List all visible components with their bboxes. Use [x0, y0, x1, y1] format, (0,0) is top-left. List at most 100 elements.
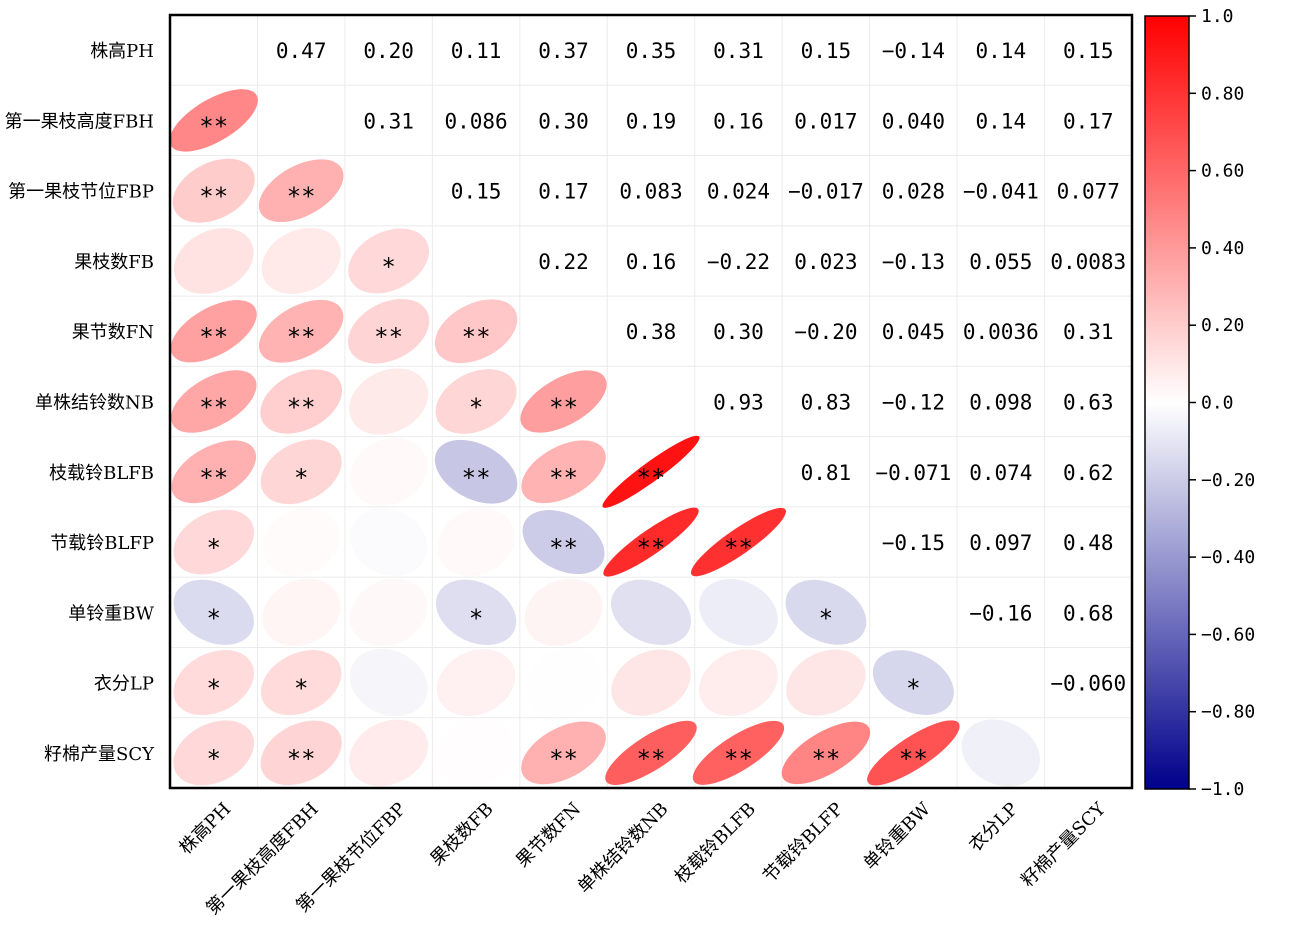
- corr-ellipse: [699, 579, 778, 646]
- corr-value: 0.47: [276, 39, 327, 63]
- significance-mark: *: [381, 253, 395, 281]
- corr-ellipse: [173, 509, 255, 575]
- significance-mark: *: [469, 604, 483, 632]
- corr-ellipse: [260, 439, 342, 505]
- corr-value: 0.30: [713, 320, 764, 344]
- corr-value: 0.023: [794, 250, 857, 274]
- corr-ellipse: [602, 435, 700, 508]
- significance-mark: *: [819, 604, 833, 632]
- corr-ellipse: [173, 720, 255, 786]
- row-label: 枝载铃BLFB: [49, 463, 154, 484]
- corr-value: 0.19: [626, 109, 677, 133]
- row-label: 第一果枝节位FBP: [8, 182, 154, 203]
- corr-value: 0.62: [1063, 461, 1114, 485]
- corr-value: 0.17: [1063, 109, 1114, 133]
- corr-ellipse: [349, 578, 428, 647]
- significance-mark: **: [724, 745, 753, 773]
- corr-ellipse: [349, 368, 429, 435]
- corr-ellipse: [349, 508, 428, 577]
- corr-ellipse: [260, 650, 342, 716]
- corr-value: 0.48: [1063, 531, 1114, 555]
- corr-ellipse: [348, 228, 430, 294]
- corr-ellipse: [603, 507, 699, 577]
- corr-ellipse: [435, 579, 517, 645]
- significance-mark: *: [207, 604, 221, 632]
- significance-mark: **: [637, 464, 666, 492]
- corr-value: 0.31: [363, 109, 414, 133]
- colorbar-tick-label: −0.40: [1201, 547, 1255, 568]
- corr-ellipse: [605, 720, 697, 785]
- column-label: 节载铃BLFP: [759, 799, 847, 887]
- significance-mark: **: [899, 745, 928, 773]
- corr-ellipse: [786, 649, 866, 716]
- matrix-frame: [168, 13, 1134, 790]
- corr-value: −0.060: [1050, 672, 1126, 696]
- row-label: 单铃重BW: [68, 603, 154, 624]
- significance-mark: **: [199, 464, 228, 492]
- corr-value: 0.040: [882, 109, 945, 133]
- corr-ellipse: [690, 507, 786, 577]
- corr-value: 0.15: [451, 180, 502, 204]
- corr-ellipse: [611, 579, 691, 646]
- corr-value: 0.31: [1063, 320, 1114, 344]
- row-label: 单株结铃数NB: [35, 393, 154, 414]
- corr-value: 0.93: [713, 391, 764, 415]
- corr-value: 0.30: [538, 109, 589, 133]
- corr-value: 0.17: [538, 180, 589, 204]
- significance-mark: **: [549, 394, 578, 422]
- significance-mark: **: [811, 745, 840, 773]
- corr-value: 0.16: [626, 250, 677, 274]
- colorbar-tick-label: −1.0: [1201, 779, 1244, 800]
- corr-ellipse: [781, 721, 871, 785]
- corr-value: 0.0083: [1050, 250, 1126, 274]
- colorbar-tick-label: 0.40: [1201, 238, 1244, 259]
- corr-value: −0.22: [707, 250, 770, 274]
- corr-value: −0.041: [963, 180, 1039, 204]
- significance-mark: *: [207, 745, 221, 773]
- colorbar-tick-label: 1.0: [1201, 6, 1234, 27]
- corr-value: 0.35: [626, 39, 677, 63]
- corr-value: −0.071: [875, 461, 951, 485]
- corr-ellipse: [867, 720, 960, 786]
- significance-mark: *: [207, 534, 221, 562]
- corr-ellipse: [434, 299, 518, 364]
- significance-mark: **: [287, 183, 316, 211]
- colorbar-tick-label: 0.60: [1201, 161, 1244, 182]
- corr-value: 0.083: [619, 180, 682, 204]
- corr-value: 0.017: [794, 109, 857, 133]
- significance-mark: **: [287, 323, 316, 351]
- corr-value: 0.20: [363, 39, 414, 63]
- row-label: 果节数FN: [72, 322, 154, 343]
- corr-ellipse: [261, 227, 341, 295]
- corr-ellipse: [785, 579, 867, 645]
- corr-value: 0.086: [444, 109, 507, 133]
- corr-value: 0.81: [801, 461, 852, 485]
- significance-mark: **: [462, 323, 491, 351]
- corr-value: 0.055: [969, 250, 1032, 274]
- corr-value: −0.12: [882, 391, 945, 415]
- corr-ellipse: [520, 370, 607, 433]
- corr-ellipse: [437, 508, 515, 576]
- row-label: 第一果枝高度FBH: [5, 111, 154, 132]
- column-label: 果枝数FB: [426, 799, 497, 870]
- corr-ellipse: [173, 650, 254, 716]
- corr-ellipse: [173, 228, 254, 294]
- significance-mark: **: [287, 745, 316, 773]
- row-label: 籽棉产量SCY: [44, 744, 155, 765]
- significance-mark: **: [462, 464, 491, 492]
- row-label: 节载铃BLFP: [50, 533, 154, 554]
- corr-ellipse: [258, 299, 344, 363]
- corr-ellipse: [434, 439, 518, 504]
- corr-ellipse: [262, 508, 340, 577]
- column-label: 籽棉产量SCY: [1017, 798, 1110, 891]
- corr-value: 0.68: [1063, 601, 1114, 625]
- corr-value: 0.0036: [963, 320, 1039, 344]
- corr-value: 0.11: [451, 39, 502, 63]
- corr-ellipse: [435, 369, 517, 434]
- corr-ellipse: [260, 369, 343, 434]
- corr-value: 0.024: [707, 180, 770, 204]
- corr-value: 0.15: [1063, 39, 1114, 63]
- corr-ellipse: [171, 440, 257, 504]
- corr-ellipse: [437, 718, 515, 787]
